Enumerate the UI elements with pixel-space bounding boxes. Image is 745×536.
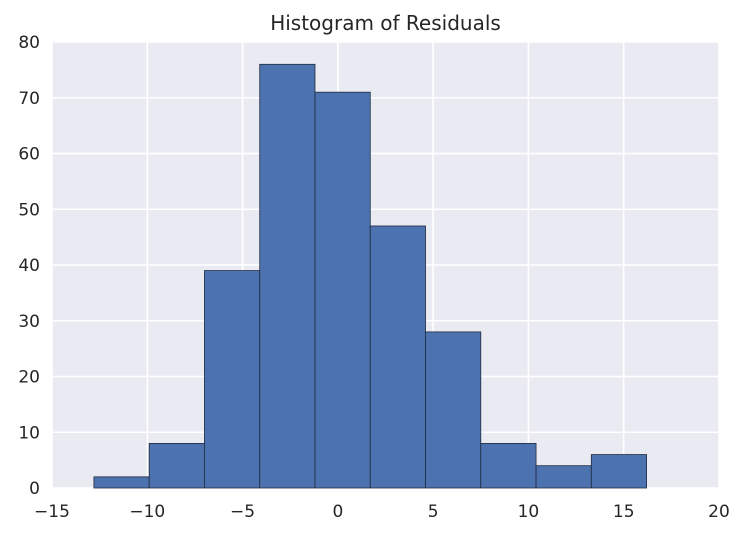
y-tick-label: 50	[18, 200, 40, 220]
y-tick-label: 20	[18, 368, 40, 388]
x-tick-label: −15	[34, 502, 70, 522]
y-tick-label: 40	[18, 256, 40, 276]
histogram-bar	[204, 270, 261, 489]
y-tick-label: 0	[29, 479, 40, 499]
bars	[93, 63, 647, 489]
x-tick-label: −5	[230, 502, 255, 522]
histogram-bar	[259, 63, 316, 489]
chart-title: Histogram of Residuals	[270, 11, 501, 35]
histogram-bar	[535, 465, 592, 489]
x-tick-label: 15	[613, 502, 635, 522]
y-axis-ticks: 0 10 20 30 40 50 60 70 80	[18, 33, 40, 499]
x-tick-label: 10	[518, 502, 540, 522]
y-tick-label: 70	[18, 89, 40, 109]
x-tick-label: 0	[332, 502, 343, 522]
histogram-bar	[425, 331, 482, 489]
histogram-bar	[480, 442, 537, 489]
y-tick-label: 10	[18, 423, 40, 443]
histogram-bar	[93, 476, 150, 489]
histogram-bar	[369, 225, 426, 489]
histogram-bar	[590, 454, 647, 489]
y-tick-label: 30	[18, 312, 40, 332]
x-tick-label: 5	[428, 502, 439, 522]
y-tick-label: 80	[18, 33, 40, 53]
y-tick-label: 60	[18, 145, 40, 165]
x-axis-ticks: −15 −10 −5 0 5 10 15 20	[34, 502, 730, 522]
histogram-bar	[148, 442, 205, 489]
histogram-bar	[314, 91, 371, 489]
x-tick-label: −10	[129, 502, 165, 522]
x-tick-label: 20	[708, 502, 730, 522]
